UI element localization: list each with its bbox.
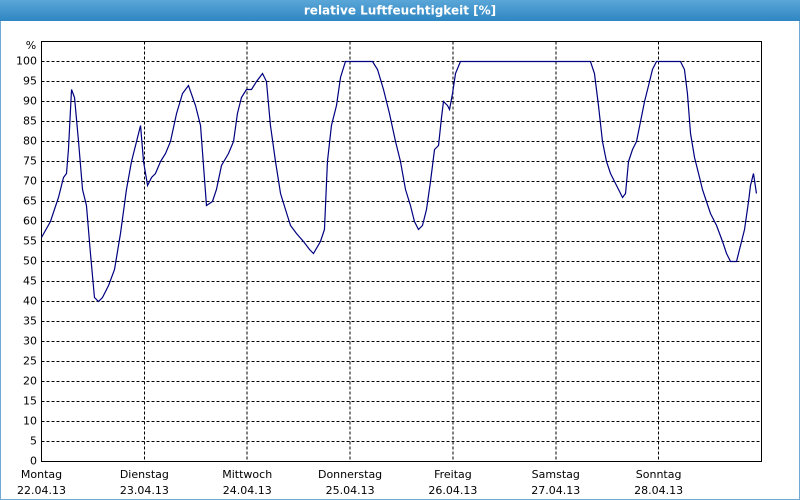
- y-tick-label: 80: [23, 135, 37, 148]
- y-tick-label: 100: [16, 55, 37, 68]
- y-tick-label: 60: [23, 215, 37, 228]
- x-tick-label: 23.04.13: [120, 484, 169, 497]
- x-tick-label: 26.04.13: [428, 484, 477, 497]
- y-tick-label: 30: [23, 335, 37, 348]
- y-tick-label: 70: [23, 175, 37, 188]
- x-tick-label: 25.04.13: [326, 484, 375, 497]
- x-tick-label: 27.04.13: [531, 484, 580, 497]
- title-bar: [0, 0, 800, 21]
- y-tick-label: 55: [23, 235, 37, 248]
- y-tick-label: 95: [23, 75, 37, 88]
- y-tick-label: 75: [23, 155, 37, 168]
- y-tick-label: 15: [23, 395, 37, 408]
- x-tick-label: Sonntag: [636, 468, 682, 481]
- y-tick-label: 0: [30, 455, 37, 468]
- y-tick-label: 5: [30, 435, 37, 448]
- x-tick-label: Freitag: [434, 468, 472, 481]
- y-tick-label: 25: [23, 355, 37, 368]
- y-tick-label: 45: [23, 275, 37, 288]
- x-tick-label: 24.04.13: [223, 484, 272, 497]
- x-tick-label: Dienstag: [120, 468, 169, 481]
- x-tick-label: Montag: [21, 468, 62, 481]
- plot-area: [41, 41, 762, 462]
- y-tick-label: 65: [23, 195, 37, 208]
- y-tick-label: 85: [23, 115, 37, 128]
- y-tick-label: 10: [23, 415, 37, 428]
- x-tick-label: Mittwoch: [222, 468, 272, 481]
- x-tick-label: 22.04.13: [17, 484, 66, 497]
- x-tick-label: Donnerstag: [318, 468, 382, 481]
- y-tick-label: 40: [23, 295, 37, 308]
- y-tick-label: 35: [23, 315, 37, 328]
- x-tick-label: Samstag: [532, 468, 580, 481]
- y-axis-label: %: [26, 39, 36, 52]
- y-tick-label: 20: [23, 375, 37, 388]
- y-tick-label: 90: [23, 95, 37, 108]
- data-line: [40, 60, 758, 303]
- x-tick-label: 28.04.13: [634, 484, 683, 497]
- y-tick-label: 50: [23, 255, 37, 268]
- chart-title: relative Luftfeuchtigkeit [%]: [304, 4, 496, 18]
